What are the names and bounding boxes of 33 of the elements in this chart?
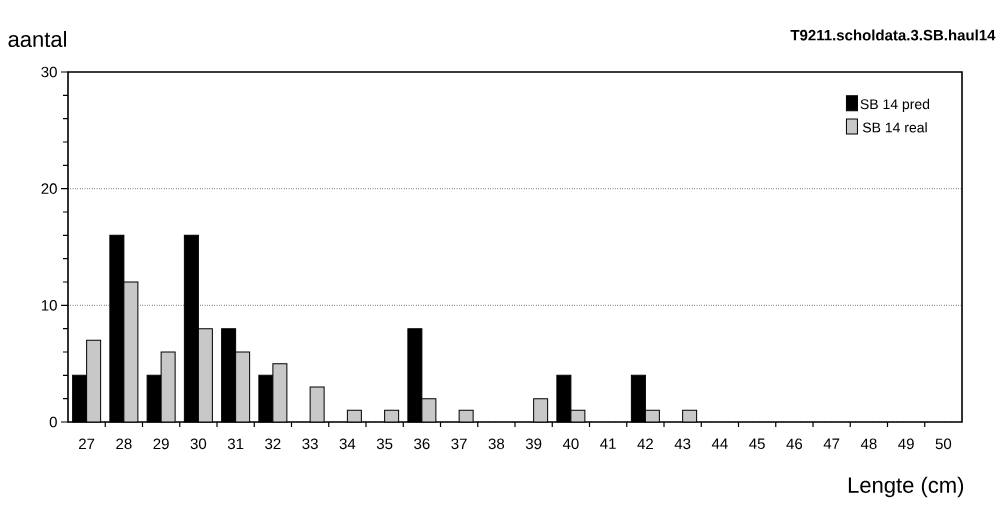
x-tick-label: 47 — [823, 438, 840, 449]
x-tick-label: 30 — [190, 438, 207, 450]
x-tick-label: 44 — [711, 438, 728, 449]
x-tick-label: 36 — [414, 438, 430, 450]
x-tick-label: 28 — [116, 438, 132, 450]
x-tick-label: 43 — [674, 438, 691, 450]
x-tick-label: 40 — [562, 438, 579, 450]
x-tick-label: 32 — [265, 438, 281, 450]
x-tick-label: 39 — [525, 438, 542, 450]
y-tick-label: 0 — [49, 416, 57, 428]
x-tick-label: 46 — [786, 438, 803, 450]
y-tick-label: 10 — [41, 300, 57, 311]
x-tick-label: 42 — [637, 438, 653, 450]
x-tick-label: 38 — [488, 438, 505, 450]
x-tick-label: 27 — [79, 438, 95, 450]
x-tick-label: 45 — [749, 438, 765, 449]
y-axis-title: aantal — [8, 30, 66, 48]
y-tick-label: 20 — [41, 183, 57, 194]
y-tick-label: 30 — [41, 66, 57, 78]
x-tick-label: 31 — [227, 438, 244, 450]
x-tick-label: 35 — [376, 438, 393, 450]
x-tick-label: 49 — [898, 438, 914, 450]
legend-label: SB 14 real — [862, 122, 927, 133]
x-tick-label: 33 — [302, 438, 318, 450]
x-tick-label: 37 — [451, 438, 467, 450]
x-tick-label: 41 — [600, 438, 616, 449]
x-tick-label: 34 — [339, 438, 356, 450]
x-axis-title: Lengte (cm) — [848, 476, 964, 498]
x-tick-label: 50 — [935, 438, 952, 450]
legend-label: SB 14 pred — [860, 98, 930, 112]
x-tick-label: 29 — [153, 438, 169, 450]
chart-title: T9211.scholdata.3.SB.haul14 — [790, 29, 996, 41]
x-tick-label: 48 — [860, 438, 877, 450]
